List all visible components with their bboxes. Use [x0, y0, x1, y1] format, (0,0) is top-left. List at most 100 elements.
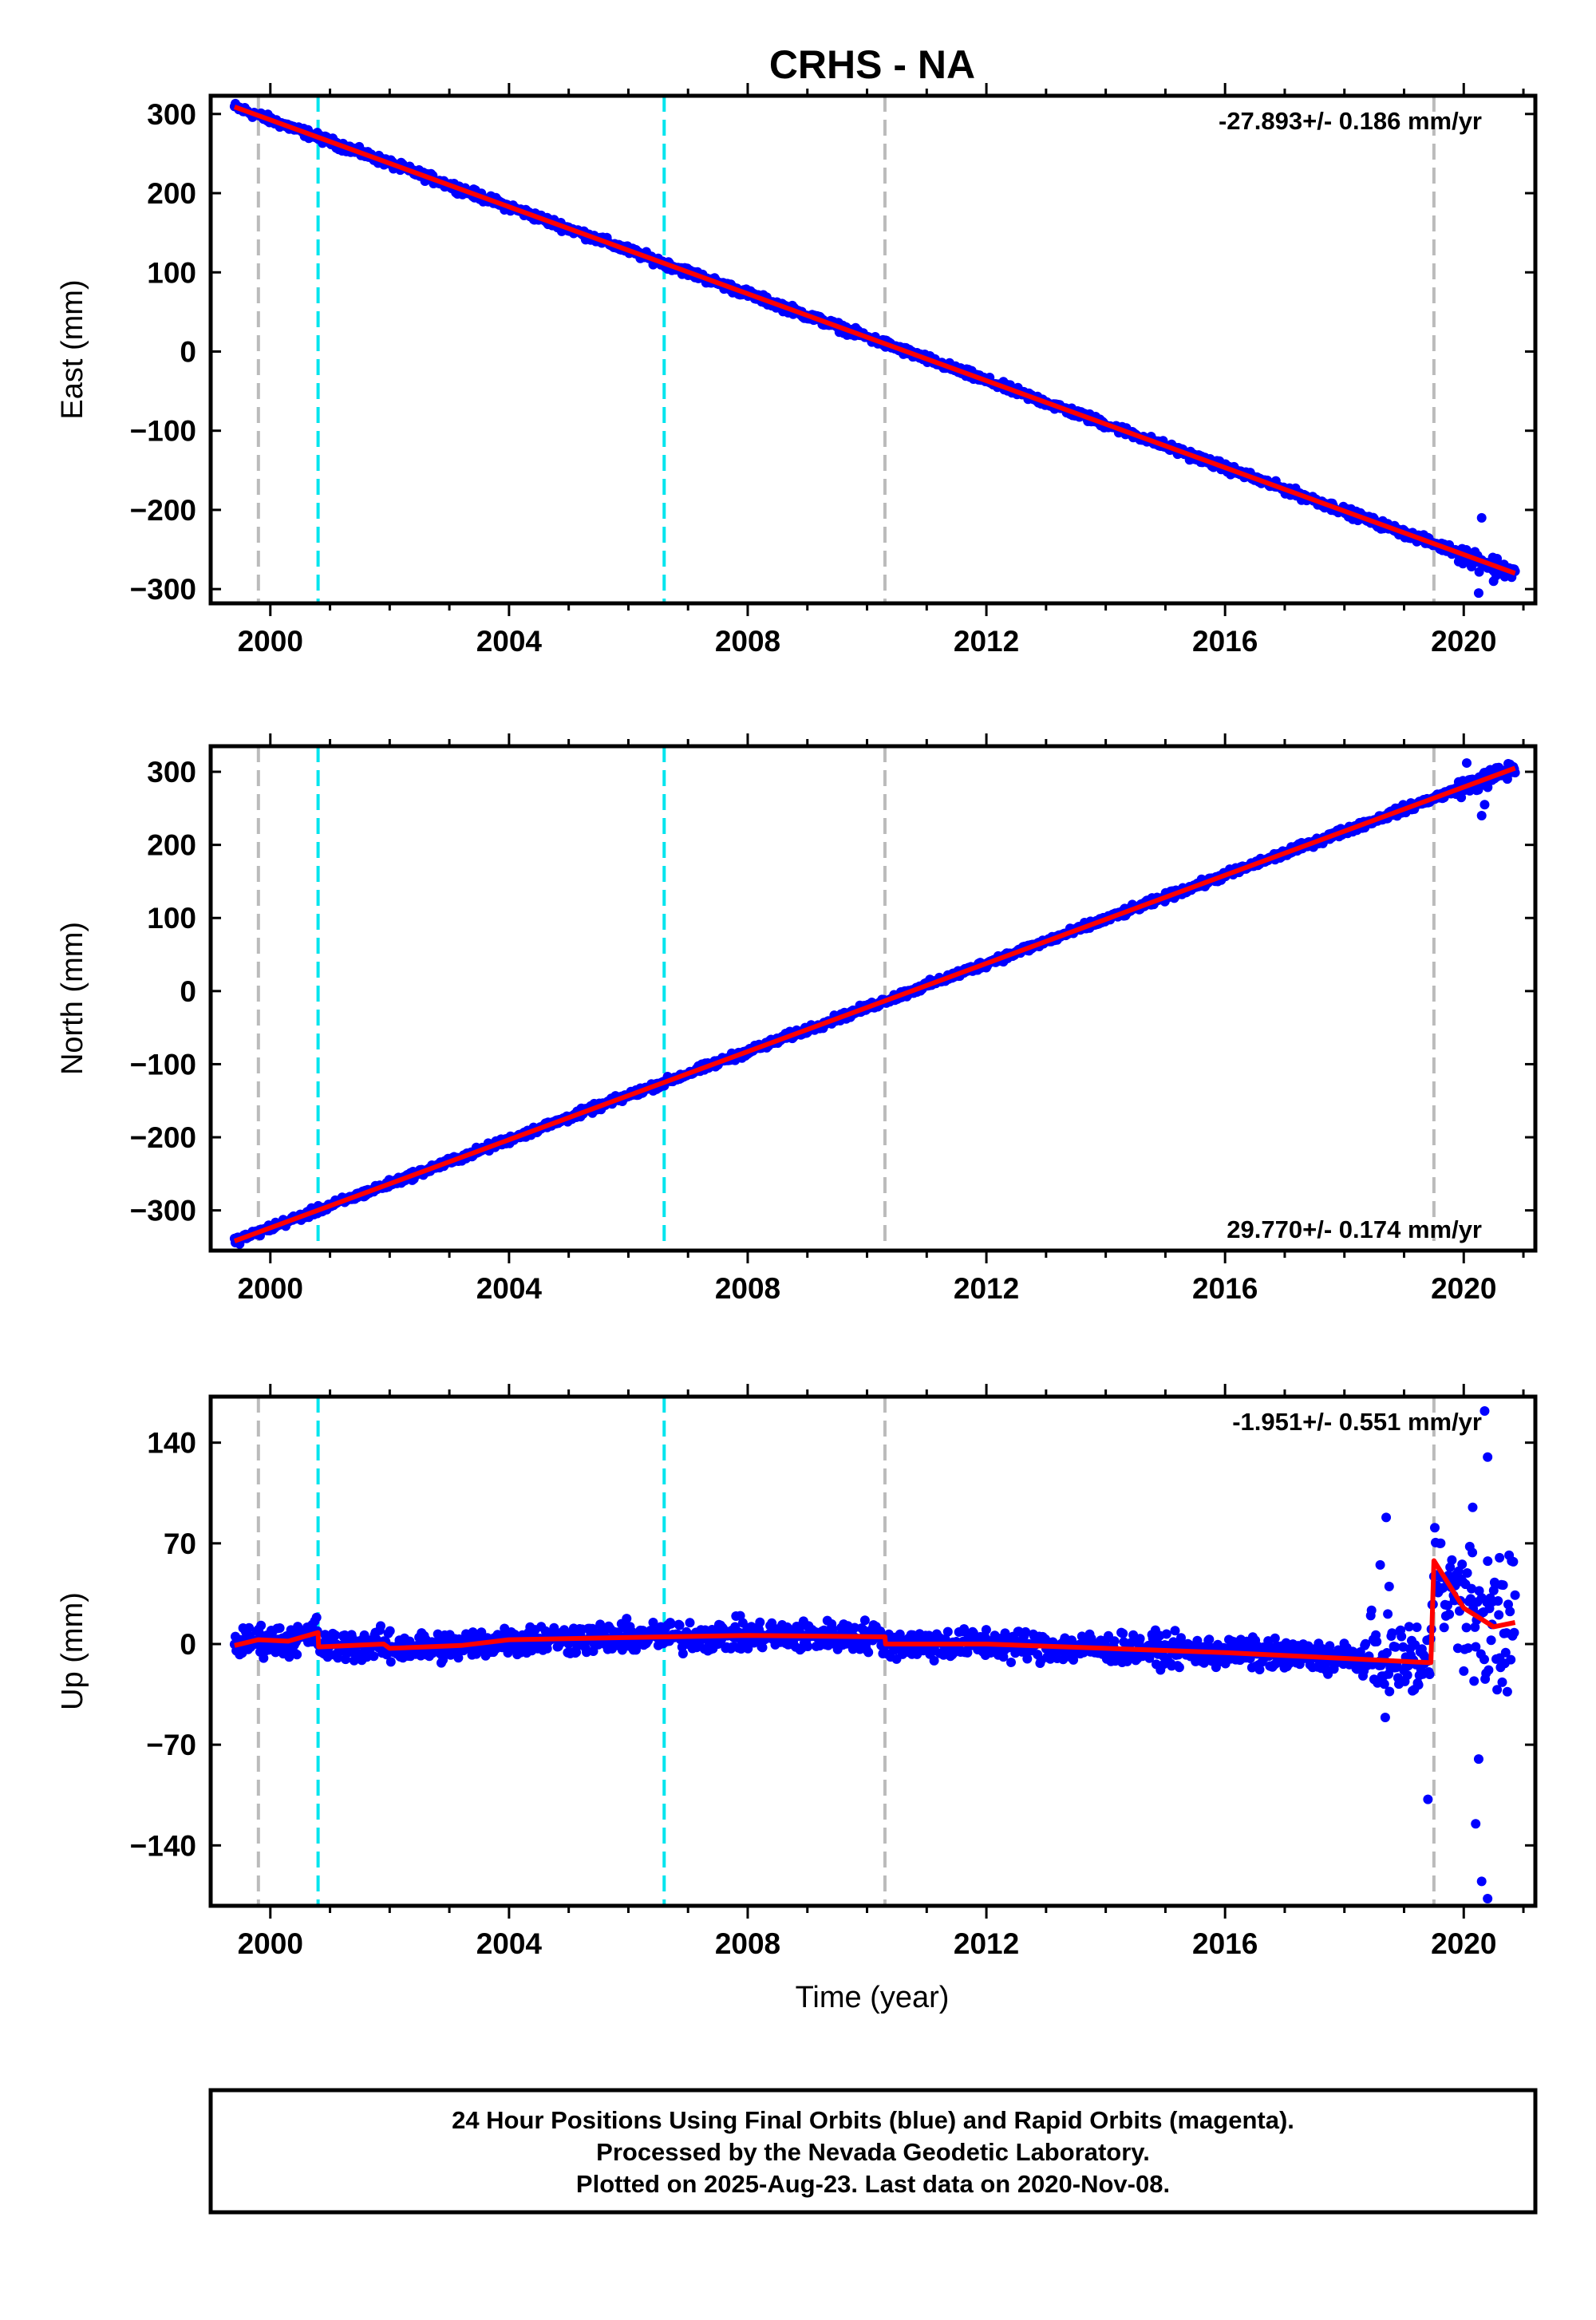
y-tick-label: 200 [147, 829, 196, 862]
data-point [1270, 1633, 1280, 1643]
model-line-up [234, 1558, 1516, 1666]
data-point [1483, 1665, 1494, 1675]
data-point [929, 1655, 939, 1666]
x-tick-label: 2004 [476, 1927, 543, 1960]
data-point [1471, 1642, 1481, 1652]
data-point [1383, 1609, 1393, 1619]
data-point [678, 1649, 688, 1658]
data-point [803, 1642, 813, 1651]
plot-area-up [229, 1397, 1520, 1906]
x-tick-label: 2020 [1431, 625, 1496, 658]
panel-frame-east [208, 93, 1538, 606]
x-tick-label: 2020 [1431, 1927, 1496, 1960]
rate-label-east: -27.893+/- 0.186 mm/yr [1219, 107, 1482, 135]
data-point [1467, 1583, 1476, 1594]
data-point [1483, 1893, 1493, 1903]
data-point [1438, 1583, 1448, 1593]
data-point [1476, 512, 1487, 523]
data-point [850, 1622, 860, 1633]
x-tick-label: 2004 [476, 1272, 543, 1305]
data-point [1006, 1658, 1016, 1667]
data-point [1493, 1596, 1503, 1606]
footer-line-3: Plotted on 2025-Aug-23. Last data on 202… [576, 2170, 1170, 2198]
x-tick-label: 2000 [238, 1927, 303, 1960]
data-point [1022, 1654, 1033, 1664]
data-point [1456, 792, 1467, 803]
data-point [311, 1612, 322, 1622]
data-point [1500, 1647, 1511, 1658]
y-tick-label: −300 [130, 1195, 196, 1227]
data-point [942, 1626, 953, 1637]
data-point [1385, 1686, 1395, 1697]
data-point [1469, 1676, 1479, 1686]
data-point [275, 1623, 285, 1633]
x-tick-label: 2016 [1192, 625, 1258, 658]
data-point [1109, 1636, 1120, 1646]
y-axis-label-up: Up (mm) [56, 1592, 89, 1710]
x-tick-label: 2004 [476, 625, 543, 658]
data-point [330, 1630, 341, 1640]
data-point [1402, 1670, 1412, 1680]
data-point [1404, 1622, 1414, 1632]
data-point [1161, 1629, 1171, 1639]
data-point [1445, 1562, 1456, 1572]
data-point [1325, 1641, 1335, 1651]
data-point [1471, 1819, 1481, 1829]
data-point [1375, 1559, 1385, 1570]
data-point [674, 1620, 685, 1630]
rate-label-north: 29.770+/- 0.174 mm/yr [1227, 1215, 1482, 1243]
data-point [333, 1653, 343, 1663]
y-tick-label: 0 [180, 975, 196, 1008]
data-point [981, 1625, 991, 1635]
chart-title: CRHS - NA [769, 42, 975, 87]
data-point [1204, 1634, 1215, 1645]
data-point [1372, 1637, 1382, 1646]
panel-frame-north [208, 744, 1538, 1253]
data-point [1505, 1607, 1515, 1617]
data-point [648, 1618, 658, 1627]
data-point [1497, 1677, 1507, 1687]
data-point [1483, 782, 1493, 792]
data-point [962, 1647, 973, 1658]
data-point [1135, 1634, 1145, 1644]
footer-line-1: 24 Hour Positions Using Final Orbits (bl… [452, 2106, 1294, 2134]
data-point [863, 1647, 874, 1658]
data-point [1381, 1512, 1392, 1523]
data-point [376, 1621, 385, 1631]
data-point [1488, 576, 1499, 587]
data-point [588, 1646, 598, 1656]
x-tick-label: 2012 [954, 1927, 1019, 1960]
y-tick-label: −100 [130, 415, 196, 448]
data-point [1412, 1622, 1422, 1632]
data-point [256, 1620, 267, 1630]
model-line-east [233, 105, 1516, 576]
y-tick-label: −300 [130, 573, 196, 606]
data-point [1443, 1600, 1452, 1611]
data-point [1479, 1406, 1490, 1417]
y-tick-label: 100 [147, 902, 196, 935]
y-tick-label: 140 [147, 1427, 196, 1460]
x-tick-label: 2016 [1192, 1927, 1258, 1960]
x-tick-label: 2012 [954, 1272, 1019, 1305]
x-tick-label: 2000 [238, 1272, 303, 1305]
x-tick-label: 2008 [715, 625, 780, 658]
data-point [385, 1657, 396, 1667]
data-point [1461, 1622, 1472, 1633]
data-point [1509, 1627, 1519, 1638]
data-point [369, 1651, 379, 1662]
y-tick-label: 300 [147, 98, 196, 131]
scatter-series-up [229, 1406, 1520, 1903]
data-point [1462, 1568, 1472, 1578]
data-point [1498, 1580, 1508, 1591]
data-point [1462, 758, 1472, 769]
y-axis-label-east: East (mm) [56, 279, 89, 419]
data-point [1176, 1633, 1186, 1643]
panel-frame-up [208, 1394, 1538, 1908]
data-point [1459, 1666, 1469, 1676]
x-tick-label: 2020 [1431, 1272, 1496, 1305]
x-tick-label: 2008 [715, 1272, 780, 1305]
data-point [1379, 1679, 1389, 1690]
